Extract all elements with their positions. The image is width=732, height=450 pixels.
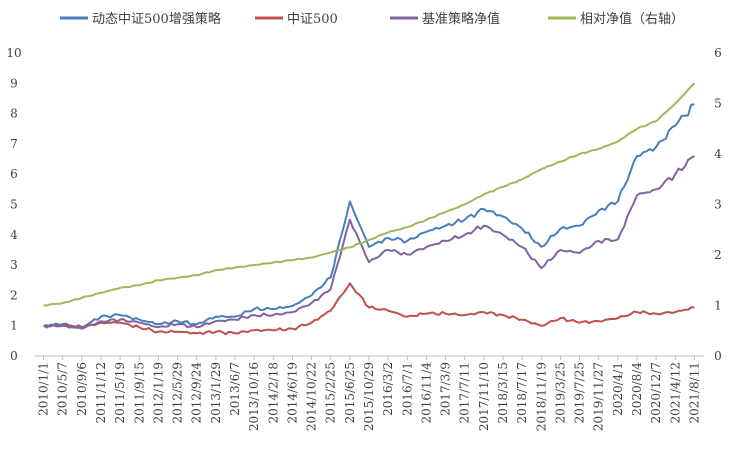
series-line <box>43 282 695 336</box>
x-tick-label: 2021/8/11 <box>687 362 701 424</box>
x-tick-label: 2011/1/12 <box>94 362 108 424</box>
right-y-tick-label: 5 <box>714 97 722 111</box>
right-y-tick-label: 4 <box>714 147 722 161</box>
x-tick-label: 2017/7/11 <box>458 362 472 424</box>
x-tick-label: 2015/2/25 <box>324 362 338 424</box>
x-tick-label: 2017/11/10 <box>477 362 491 431</box>
legend-label: 基准策略净值 <box>422 11 500 27</box>
legend-item: 中证500 <box>255 12 338 27</box>
x-tick-label: 2015/10/29 <box>362 362 376 431</box>
series-line <box>43 155 695 330</box>
x-tick-label: 2011/9/15 <box>132 362 146 424</box>
right-y-tick-label: 3 <box>714 198 722 212</box>
x-axis: 2010/1/1 2010/5/7 2010/9/6 2011/1/12 2011/5/… <box>37 356 701 431</box>
x-tick-label: 2013/1/29 <box>209 362 223 424</box>
x-tick-label: 2020/4/1 <box>611 362 625 416</box>
legend-label: 动态中证500增强策略 <box>92 11 221 27</box>
series-line <box>43 82 696 307</box>
x-tick-label: 2016/7/1 <box>400 362 414 416</box>
x-tick-label: 2018/3/15 <box>496 362 510 424</box>
legend-item: 基准策略净值 <box>390 11 500 27</box>
x-tick-label: 2015/6/25 <box>343 362 357 424</box>
left-y-axis: 0 1 2 3 4 5 6 7 8 9 10 <box>6 46 21 363</box>
legend-item: 动态中证500增强策略 <box>60 11 221 27</box>
left-y-tick-label: 0 <box>10 349 18 363</box>
x-tick-label: 2011/5/19 <box>113 362 127 424</box>
series-lines <box>43 82 696 336</box>
x-tick-label: 2013/10/16 <box>247 362 261 431</box>
x-tick-label: 2017/3/9 <box>439 362 453 416</box>
x-tick-label: 2010/1/1 <box>37 362 51 416</box>
x-tick-label: 2012/9/24 <box>190 362 204 424</box>
left-y-tick-label: 2 <box>10 288 18 302</box>
x-tick-label: 2020/12/7 <box>649 362 663 424</box>
x-tick-label: 2019/7/25 <box>573 362 587 424</box>
x-tick-label: 2014/10/22 <box>305 362 319 431</box>
left-y-tick-label: 9 <box>10 76 18 90</box>
left-y-tick-label: 6 <box>10 167 18 181</box>
right-y-tick-label: 6 <box>714 46 722 60</box>
x-tick-label: 2018/7/17 <box>515 362 529 424</box>
left-y-tick-label: 5 <box>10 198 18 212</box>
legend-label: 中证500 <box>287 12 338 27</box>
series-line <box>43 103 695 329</box>
right-y-axis: 0 1 2 3 4 5 6 <box>714 46 722 363</box>
left-y-tick-label: 8 <box>10 107 18 121</box>
left-y-tick-label: 10 <box>6 46 21 60</box>
x-tick-label: 2012/5/29 <box>171 362 185 424</box>
x-tick-label: 2020/8/4 <box>630 362 644 416</box>
legend-label: 相对净值（右轴） <box>580 11 684 27</box>
legend-item: 相对净值（右轴） <box>548 11 684 27</box>
x-tick-label: 2021/4/12 <box>668 362 682 424</box>
left-y-tick-label: 4 <box>10 228 18 242</box>
right-y-tick-label: 1 <box>714 299 722 313</box>
x-tick-label: 2016/11/4 <box>419 362 433 424</box>
right-y-tick-label: 0 <box>714 349 722 363</box>
x-tick-label: 2013/6/7 <box>228 362 242 416</box>
x-tick-label: 2019/3/25 <box>553 362 567 424</box>
right-y-tick-label: 2 <box>714 248 722 262</box>
left-y-tick-label: 7 <box>10 137 18 151</box>
x-tick-label: 2016/3/2 <box>381 362 395 416</box>
left-y-tick-label: 1 <box>10 319 18 333</box>
left-y-tick-label: 3 <box>10 258 18 272</box>
x-tick-label: 2010/9/6 <box>75 362 89 416</box>
x-tick-label: 2014/2/18 <box>266 362 280 424</box>
x-tick-label: 2018/11/19 <box>534 362 548 431</box>
x-tick-label: 2012/1/19 <box>151 362 165 424</box>
chart-legend: 动态中证500增强策略 中证500 基准策略净值 相对净值（右轴） <box>60 11 684 27</box>
x-tick-label: 2010/5/7 <box>56 362 70 416</box>
x-tick-label: 2019/11/27 <box>592 362 606 431</box>
x-tick-label: 2014/6/19 <box>285 362 299 424</box>
